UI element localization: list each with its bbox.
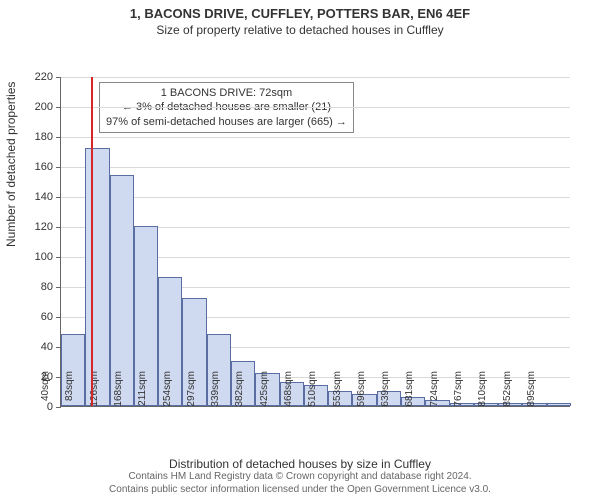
ytick-mark — [56, 167, 61, 168]
xtick-label: 126sqm — [89, 371, 100, 411]
xtick-label: 553sqm — [332, 371, 343, 411]
ytick-mark — [56, 107, 61, 108]
xtick-label: 297sqm — [186, 371, 197, 411]
reference-line — [91, 77, 93, 406]
gridline — [61, 167, 570, 168]
title-sub: Size of property relative to detached ho… — [0, 23, 600, 37]
xtick-label: 596sqm — [356, 371, 367, 411]
ytick-mark — [56, 407, 61, 408]
ytick-label: 120 — [13, 221, 53, 233]
ytick-label: 200 — [13, 101, 53, 113]
x-axis-label: Distribution of detached houses by size … — [0, 457, 600, 471]
gridline — [61, 137, 570, 138]
ytick-label: 100 — [13, 251, 53, 263]
chart-area: Number of detached properties 1 BACONS D… — [0, 37, 600, 457]
ytick-label: 160 — [13, 161, 53, 173]
histogram-bar — [547, 403, 571, 406]
xtick-label: 852sqm — [502, 371, 513, 411]
ytick-mark — [56, 317, 61, 318]
xtick-label: 895sqm — [526, 371, 537, 411]
annotation-line: 97% of semi-detached houses are larger (… — [106, 115, 347, 129]
footer-line-2: Contains public sector information licen… — [0, 484, 600, 497]
xtick-label: 168sqm — [113, 371, 124, 411]
ytick-mark — [56, 287, 61, 288]
annotation-line: 1 BACONS DRIVE: 72sqm — [106, 86, 347, 100]
xtick-label: 254sqm — [162, 371, 173, 411]
gridline — [61, 77, 570, 78]
xtick-label: 510sqm — [307, 371, 318, 411]
ytick-mark — [56, 137, 61, 138]
xtick-label: 767sqm — [453, 371, 464, 411]
ytick-label: 60 — [13, 311, 53, 323]
gridline — [61, 197, 570, 198]
ytick-mark — [56, 257, 61, 258]
footer-line-1: Contains HM Land Registry data © Crown c… — [0, 471, 600, 484]
ytick-mark — [56, 227, 61, 228]
xtick-label: 810sqm — [477, 371, 488, 411]
ytick-mark — [56, 77, 61, 78]
ytick-label: 140 — [13, 191, 53, 203]
xtick-label: 382sqm — [234, 371, 245, 411]
xtick-label: 468sqm — [283, 371, 294, 411]
ytick-label: 40 — [13, 341, 53, 353]
xtick-label: 83sqm — [64, 371, 75, 411]
xtick-label: 211sqm — [137, 371, 148, 411]
histogram-bar — [85, 148, 109, 406]
ytick-mark — [56, 197, 61, 198]
ytick-label: 80 — [13, 281, 53, 293]
gridline — [61, 107, 570, 108]
titles-block: 1, BACONS DRIVE, CUFFLEY, POTTERS BAR, E… — [0, 6, 600, 37]
ytick-label: 220 — [13, 71, 53, 83]
xtick-label: 425sqm — [259, 371, 270, 411]
xtick-label: 724sqm — [429, 371, 440, 411]
ytick-label: 180 — [13, 131, 53, 143]
footer-attribution: Contains HM Land Registry data © Crown c… — [0, 471, 600, 496]
xtick-label: 339sqm — [210, 371, 221, 411]
xtick-label: 40sqm — [40, 371, 51, 411]
plot-area: 1 BACONS DRIVE: 72sqm← 3% of detached ho… — [60, 77, 570, 407]
title-main: 1, BACONS DRIVE, CUFFLEY, POTTERS BAR, E… — [0, 6, 600, 21]
xtick-label: 639sqm — [380, 371, 391, 411]
xtick-label: 681sqm — [404, 371, 415, 411]
